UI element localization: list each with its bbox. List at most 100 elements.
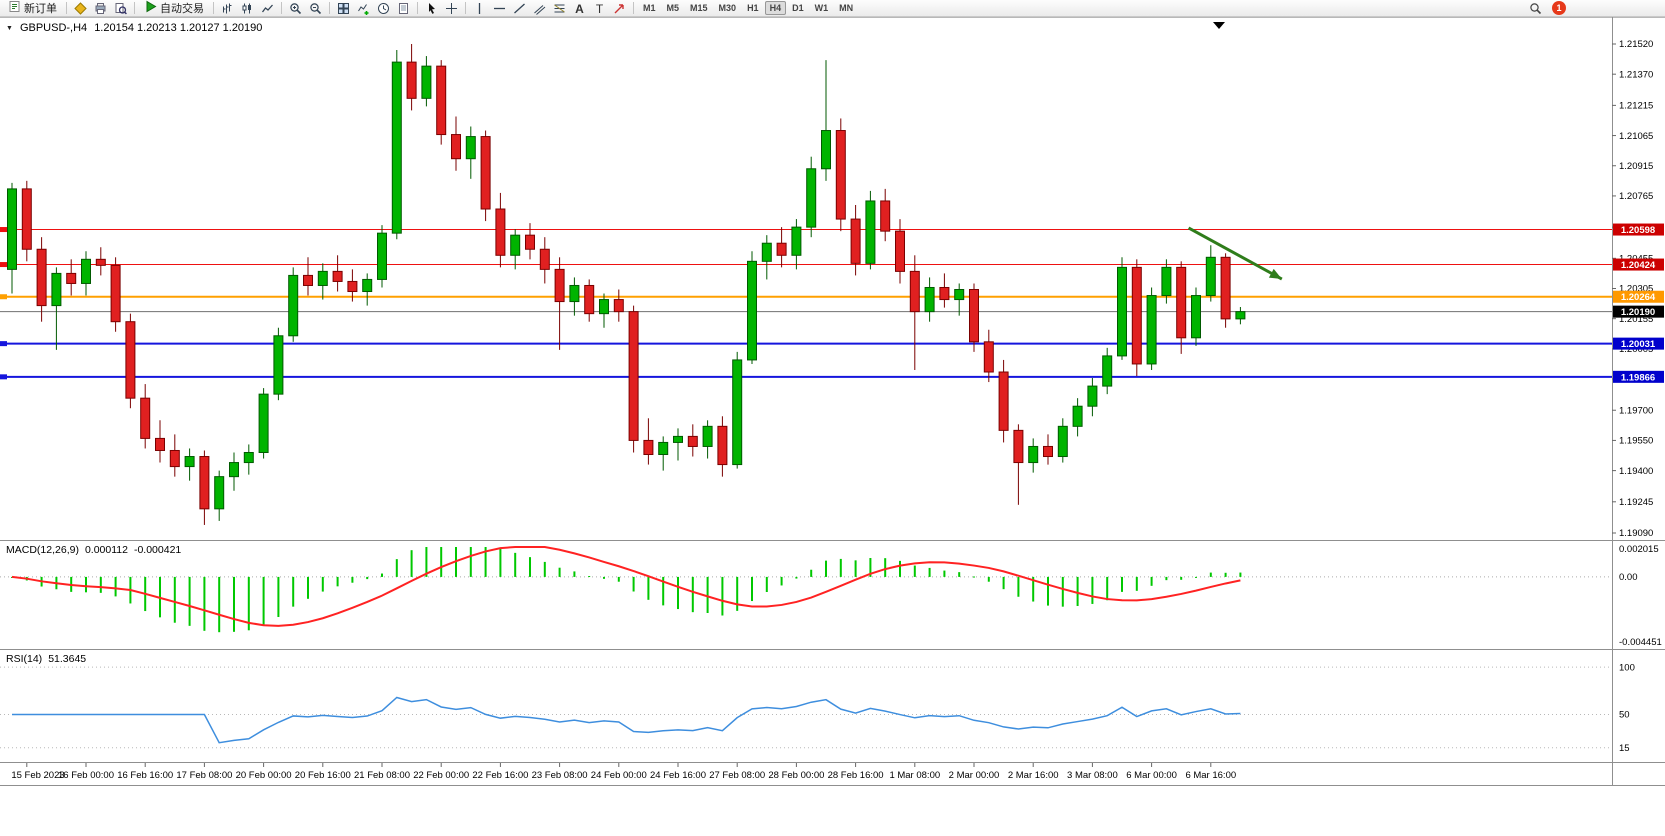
time-axis-label[interactable]: 24 Feb 00:00	[591, 770, 647, 781]
macd-histogram-bar	[247, 576, 250, 631]
candle-down	[21, 188, 32, 250]
time-axis-label[interactable]: 20 Feb 16:00	[295, 770, 351, 781]
time-axis-label[interactable]: 20 Feb 00:00	[236, 770, 292, 781]
time-axis-label[interactable]: 1 Mar 08:00	[889, 770, 940, 781]
timeframe-MN[interactable]: MN	[839, 3, 854, 13]
macd-signal-value: -0.000421	[133, 544, 182, 556]
time-axis-label[interactable]: 22 Feb 16:00	[472, 770, 528, 781]
templates-icon[interactable]	[394, 0, 413, 17]
symbol-dropdown-icon[interactable]: ▼	[6, 24, 13, 32]
price-tick-label: 1.19700	[1619, 405, 1653, 416]
notification-badge[interactable]: 1	[1552, 1, 1566, 15]
price-label-box	[1613, 305, 1664, 318]
price-tick-label: 1.20765	[1619, 191, 1653, 202]
indicators-icon[interactable]	[354, 0, 373, 17]
candle-up	[273, 335, 284, 395]
time-axis-label[interactable]: 16 Feb 16:00	[117, 770, 173, 781]
new-order-button-label: 新订单	[24, 3, 57, 15]
autotrade-button[interactable]: 自动交易	[139, 0, 209, 17]
zoom-out-icon[interactable]	[306, 0, 325, 17]
candle-up	[1146, 295, 1157, 365]
zoom-in-icon[interactable]	[286, 0, 305, 17]
macd-axis-label: 0.00	[1619, 572, 1638, 583]
rsi-value: 51.3645	[48, 653, 87, 665]
time-axis-label[interactable]: 23 Feb 08:00	[532, 770, 588, 781]
candle-down	[643, 439, 654, 456]
time-axis-label[interactable]: 2 Mar 16:00	[1008, 770, 1059, 781]
text-icon[interactable]: A	[570, 0, 589, 17]
macd-histogram-bar	[1032, 576, 1035, 602]
vertical-line-icon[interactable]	[470, 0, 489, 17]
fibonacci-icon[interactable]	[550, 0, 569, 17]
candle-down	[451, 134, 461, 160]
preview-icon[interactable]	[111, 0, 130, 17]
time-axis-label[interactable]: 6 Mar 00:00	[1126, 770, 1177, 781]
time-axis-label[interactable]: 16 Feb 00:00	[58, 770, 114, 781]
bar-chart-icon[interactable]	[218, 0, 237, 17]
time-axis-label[interactable]: 21 Feb 08:00	[354, 770, 410, 781]
macd-histogram-bar	[662, 576, 665, 606]
trend-arrow-head[interactable]	[1268, 268, 1282, 280]
favorites-icon[interactable]	[71, 0, 90, 17]
time-axis-label[interactable]: 22 Feb 00:00	[413, 770, 469, 781]
timeframe-M5[interactable]: M5	[666, 3, 680, 13]
candle-down	[909, 270, 920, 313]
time-axis-label[interactable]: 6 Mar 16:00	[1185, 770, 1236, 781]
candle-up	[954, 289, 965, 301]
time-axis-label[interactable]: 27 Feb 08:00	[709, 770, 765, 781]
timeframe-M30[interactable]: M30	[718, 3, 737, 13]
crosshair-icon[interactable]	[442, 0, 461, 17]
candle-up	[184, 456, 195, 468]
time-axis-label[interactable]: 28 Feb 16:00	[828, 770, 884, 781]
candle-down	[1131, 266, 1142, 365]
new-order-button[interactable]: 新订单	[3, 0, 62, 17]
candlestick-chart-icon[interactable]	[238, 0, 257, 17]
trendline-icon[interactable]	[510, 0, 529, 17]
macd-label: MACD(12,26,9) 0.000112 -0.000421	[6, 544, 181, 556]
trend-arrow[interactable]	[1187, 226, 1283, 281]
time-axis-label[interactable]: 15 Feb 2023	[11, 770, 64, 781]
chart-canvas[interactable]: 1.21520 1.21370 1.21215 1.21065 1.20915 1.207…	[0, 17, 1665, 836]
candle-up	[791, 226, 802, 256]
timeframe-H4[interactable]: H4	[764, 1, 787, 15]
price-tick-label: 1.20305	[1619, 284, 1653, 295]
chart-shift-marker[interactable]	[1213, 22, 1225, 29]
candle-down	[998, 371, 1009, 431]
macd-histogram-bar	[99, 576, 102, 593]
timeframe-M15[interactable]: M15	[690, 3, 708, 13]
candle-up	[1028, 445, 1039, 464]
print-icon[interactable]	[91, 0, 110, 17]
candle-down	[1043, 445, 1053, 458]
toolbar: 新订单 自动交易 A T M1 M5 M15 M30 H1 H4 D1 W1 MN 1	[0, 0, 1665, 17]
price-label-text: 1.20031	[1621, 339, 1656, 350]
label-icon[interactable]: T	[590, 0, 609, 17]
macd-histogram-bar	[173, 576, 176, 623]
time-axis-label[interactable]: 2 Mar 00:00	[949, 770, 1000, 781]
autotrade-button-label: 自动交易	[160, 3, 204, 15]
svg-text:T: T	[596, 2, 604, 15]
time-axis-label[interactable]: 3 Mar 08:00	[1067, 770, 1118, 781]
tile-windows-icon[interactable]	[334, 0, 353, 17]
periods-icon[interactable]	[374, 0, 393, 17]
candle-down	[613, 299, 624, 313]
cursor-icon[interactable]	[422, 0, 441, 17]
timeframe-M1[interactable]: M1	[643, 3, 656, 13]
macd-histogram-bar	[1076, 576, 1079, 606]
timeframe-D1[interactable]: D1	[792, 3, 804, 13]
arrows-icon[interactable]	[610, 0, 629, 17]
time-axis-label[interactable]: 17 Feb 08:00	[176, 770, 232, 781]
rsi-line	[12, 696, 1241, 744]
macd-histogram-bar	[218, 576, 221, 633]
search-icon[interactable]	[1526, 0, 1545, 17]
candle-up	[747, 260, 757, 361]
play-icon	[144, 0, 157, 16]
time-axis-label[interactable]: 28 Feb 00:00	[768, 770, 824, 781]
timeframe-H1[interactable]: H1	[747, 3, 759, 13]
time-axis-label[interactable]: 24 Feb 16:00	[650, 770, 706, 781]
horizontal-line-icon[interactable]	[490, 0, 509, 17]
candle-down	[1220, 256, 1231, 320]
line-chart-icon[interactable]	[258, 0, 277, 17]
candle-up	[229, 462, 239, 478]
channel-icon[interactable]	[530, 0, 549, 17]
timeframe-W1[interactable]: W1	[814, 3, 829, 13]
